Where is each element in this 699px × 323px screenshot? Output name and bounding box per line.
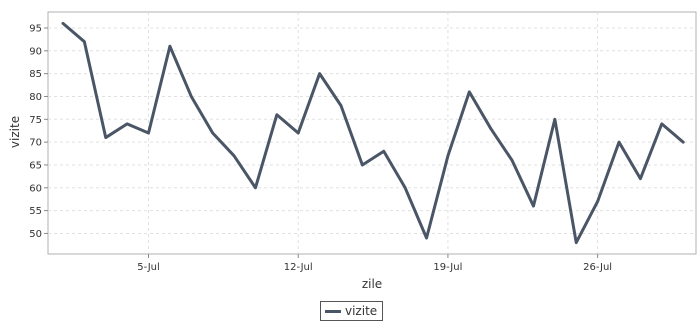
x-axis-title: zile — [362, 277, 382, 291]
legend-swatch — [325, 309, 341, 313]
x-axis-ticks: 5-Jul 12-Jul 19-Jul 26-Jul — [137, 254, 612, 273]
y-tick-label: 50 — [29, 229, 42, 240]
y-axis-ticks: 50 55 60 65 70 75 80 85 90 95 — [29, 23, 48, 240]
x-tick-label: 26-Jul — [583, 262, 612, 273]
y-tick-label: 80 — [29, 92, 42, 103]
plot-area — [47, 11, 697, 255]
y-tick-label: 60 — [29, 183, 42, 194]
y-tick-label: 65 — [29, 160, 42, 171]
y-axis-title: vizite — [8, 116, 22, 148]
y-tick-label: 90 — [29, 46, 42, 57]
y-tick-label: 70 — [29, 138, 42, 149]
legend-label: vizite — [345, 304, 378, 318]
grid-lines — [48, 12, 696, 254]
y-tick-label: 95 — [29, 23, 42, 34]
legend: vizite — [320, 301, 383, 321]
x-tick-label: 19-Jul — [433, 262, 462, 273]
series-line-vizite — [61, 21, 685, 245]
x-tick-label: 12-Jul — [284, 262, 313, 273]
x-tick-label: 5-Jul — [137, 262, 160, 273]
y-tick-label: 85 — [29, 69, 42, 80]
y-tick-label: 75 — [29, 115, 42, 126]
y-tick-label: 55 — [29, 206, 42, 217]
series-layer — [61, 21, 685, 245]
